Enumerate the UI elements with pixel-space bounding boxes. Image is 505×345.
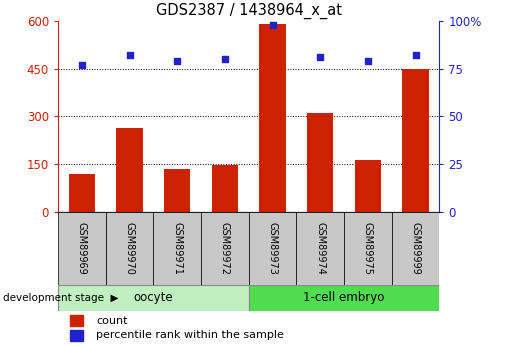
Text: GSM89973: GSM89973 <box>268 222 278 275</box>
Bar <box>201 212 249 285</box>
Text: GSM89974: GSM89974 <box>315 222 325 275</box>
Point <box>269 22 277 27</box>
Bar <box>117 128 143 212</box>
Point <box>316 54 324 60</box>
Bar <box>307 113 333 212</box>
Bar <box>249 285 439 310</box>
Bar <box>249 212 296 285</box>
Text: oocyte: oocyte <box>134 291 173 304</box>
Text: development stage  ▶: development stage ▶ <box>3 293 118 303</box>
Text: count: count <box>96 316 128 326</box>
Text: percentile rank within the sample: percentile rank within the sample <box>96 331 284 340</box>
Bar <box>164 169 190 212</box>
Text: GSM89999: GSM89999 <box>411 222 421 275</box>
Text: GSM89975: GSM89975 <box>363 222 373 275</box>
Text: GSM89972: GSM89972 <box>220 222 230 275</box>
Point <box>412 52 420 58</box>
Bar <box>70 315 83 326</box>
Bar <box>344 212 392 285</box>
Point <box>78 62 86 68</box>
Bar <box>402 69 429 212</box>
Bar <box>260 24 286 212</box>
Bar <box>58 285 249 310</box>
Bar <box>70 330 83 341</box>
Text: GSM89970: GSM89970 <box>125 222 134 275</box>
Bar <box>296 212 344 285</box>
Bar <box>69 174 95 212</box>
Point <box>364 58 372 64</box>
Bar <box>154 212 201 285</box>
Title: GDS2387 / 1438964_x_at: GDS2387 / 1438964_x_at <box>156 3 342 19</box>
Bar <box>58 212 106 285</box>
Point <box>221 56 229 62</box>
Point <box>173 58 181 64</box>
Point <box>126 52 134 58</box>
Text: GSM89971: GSM89971 <box>172 222 182 275</box>
Text: GSM89969: GSM89969 <box>77 222 87 275</box>
Bar <box>106 212 154 285</box>
Bar <box>392 212 439 285</box>
Bar <box>212 165 238 212</box>
Text: 1-cell embryo: 1-cell embryo <box>304 291 385 304</box>
Bar <box>355 159 381 212</box>
